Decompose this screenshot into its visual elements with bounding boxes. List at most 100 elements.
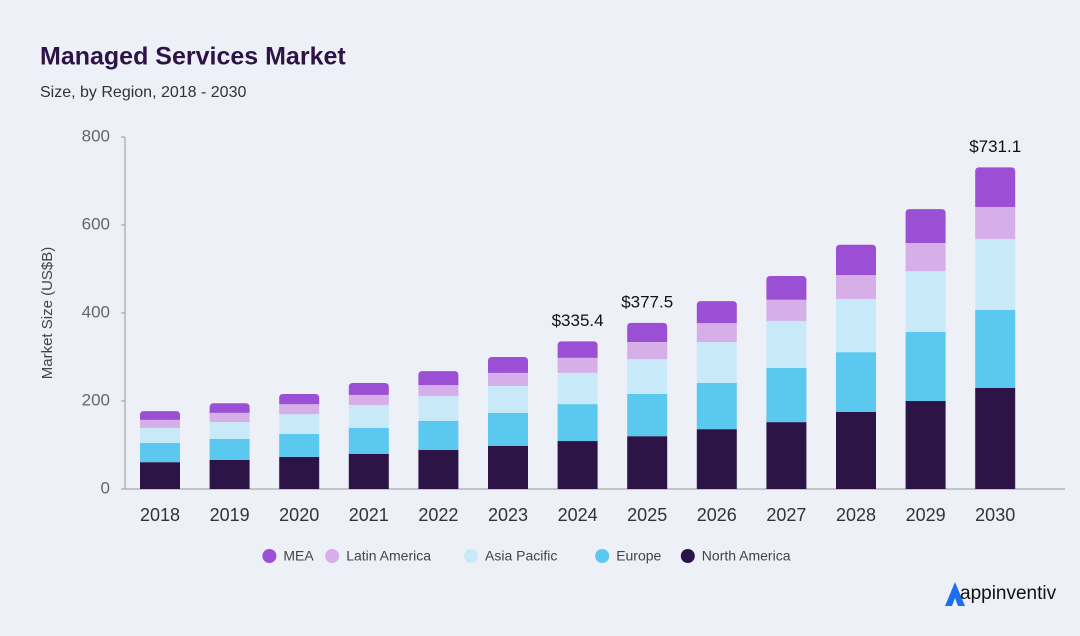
y-tick-label: 400 (82, 302, 110, 321)
chart-title: Managed Services Market (40, 43, 346, 71)
bar-segment (279, 404, 320, 415)
bar-segment (418, 396, 459, 421)
bar-segment (905, 209, 946, 244)
bar-segment (696, 342, 737, 383)
bar-segment (975, 206, 1016, 240)
bar-segment (766, 422, 807, 489)
bar-segment (209, 412, 250, 423)
logo: appinventiv (960, 583, 1057, 604)
bar-segment (418, 371, 459, 386)
bar-segment (696, 301, 737, 324)
bar-segment (209, 459, 250, 489)
x-tick-label: 2023 (488, 505, 528, 525)
bar-segment (627, 322, 668, 343)
x-tick-label: 2019 (210, 505, 250, 525)
bar-segment (975, 239, 1016, 310)
bar-segment (279, 393, 320, 405)
bar-segment (696, 323, 737, 343)
bar-segment (418, 420, 459, 450)
x-tick-label: 2018 (140, 505, 180, 525)
bar-segment (557, 372, 598, 405)
x-tick-label: 2027 (766, 505, 806, 525)
bar-segment (836, 275, 876, 299)
bar-segment (348, 427, 389, 454)
legend-swatch (464, 549, 478, 563)
x-tick-label: 2026 (697, 505, 737, 525)
bar-segment (696, 429, 737, 489)
bar-segment (140, 442, 180, 463)
legend-swatch (680, 549, 695, 563)
legend-label: North America (702, 548, 791, 564)
bar-segment (905, 243, 946, 272)
total-label: $377.5 (621, 292, 673, 311)
bar-segment (975, 387, 1016, 489)
logo-icon (945, 582, 965, 606)
y-tick-label: 800 (82, 126, 110, 145)
bar-segment (836, 298, 876, 353)
bar-segment (209, 403, 250, 413)
total-label: $335.4 (552, 311, 604, 330)
legend-label: Asia Pacific (485, 548, 557, 564)
bar-segment (766, 276, 807, 300)
bar-segment (627, 359, 668, 394)
x-tick-label: 2029 (906, 505, 946, 525)
bar-segment (140, 411, 180, 420)
bar-segment (209, 438, 250, 460)
y-tick-label: 200 (82, 390, 110, 409)
legend-label: Latin America (346, 548, 431, 564)
bar-segment (696, 382, 737, 430)
y-tick-label: 0 (101, 478, 110, 497)
chart-subtitle: Size, by Region, 2018 - 2030 (40, 84, 246, 101)
bar-segment (488, 445, 528, 489)
bar-segment (418, 449, 459, 489)
legend-label: MEA (283, 548, 314, 564)
bar-segment (975, 167, 1016, 207)
bar-segment (348, 382, 389, 395)
bar-segment (279, 414, 320, 434)
bar-segment (557, 357, 598, 373)
bar-segment (348, 394, 389, 405)
bar-segment (488, 357, 528, 373)
x-tick-label: 2030 (975, 505, 1015, 525)
total-label: $731.1 (969, 137, 1021, 156)
bar-segment (557, 441, 598, 489)
bar-segment (140, 462, 180, 489)
x-tick-label: 2020 (279, 505, 319, 525)
bar-segment (766, 320, 807, 368)
bar-segment (418, 385, 459, 397)
bar-segment (836, 352, 876, 412)
bar-segment (905, 401, 946, 489)
bar-segment (836, 412, 876, 489)
bar-segment (905, 271, 946, 332)
x-tick-label: 2025 (627, 505, 667, 525)
x-tick-label: 2028 (836, 505, 876, 525)
x-tick-label: 2022 (418, 505, 458, 525)
bar-segment (488, 412, 528, 446)
bar-segment (557, 404, 598, 442)
bar-segment (905, 331, 946, 401)
bar-segment (557, 341, 598, 358)
y-tick-label: 600 (82, 214, 110, 233)
bar-segment (209, 422, 250, 439)
bar-segment (348, 404, 389, 428)
bar-segment (836, 244, 876, 276)
legend-swatch (325, 549, 340, 563)
bar-segment (488, 386, 528, 413)
bar-segment (627, 342, 668, 360)
bar-segment (627, 436, 668, 489)
legend-swatch (595, 549, 610, 563)
legend-swatch (262, 549, 277, 563)
x-tick-label: 2021 (349, 505, 389, 525)
legend-label: Europe (616, 548, 661, 564)
bar-segment (488, 372, 528, 387)
bar-segment (279, 456, 320, 489)
bar-segment (766, 299, 807, 321)
bar-segment (975, 309, 1016, 388)
bar-segment (348, 453, 389, 489)
bar-segment (279, 434, 320, 457)
bar-segment (766, 368, 807, 423)
bar-segment (627, 393, 668, 437)
